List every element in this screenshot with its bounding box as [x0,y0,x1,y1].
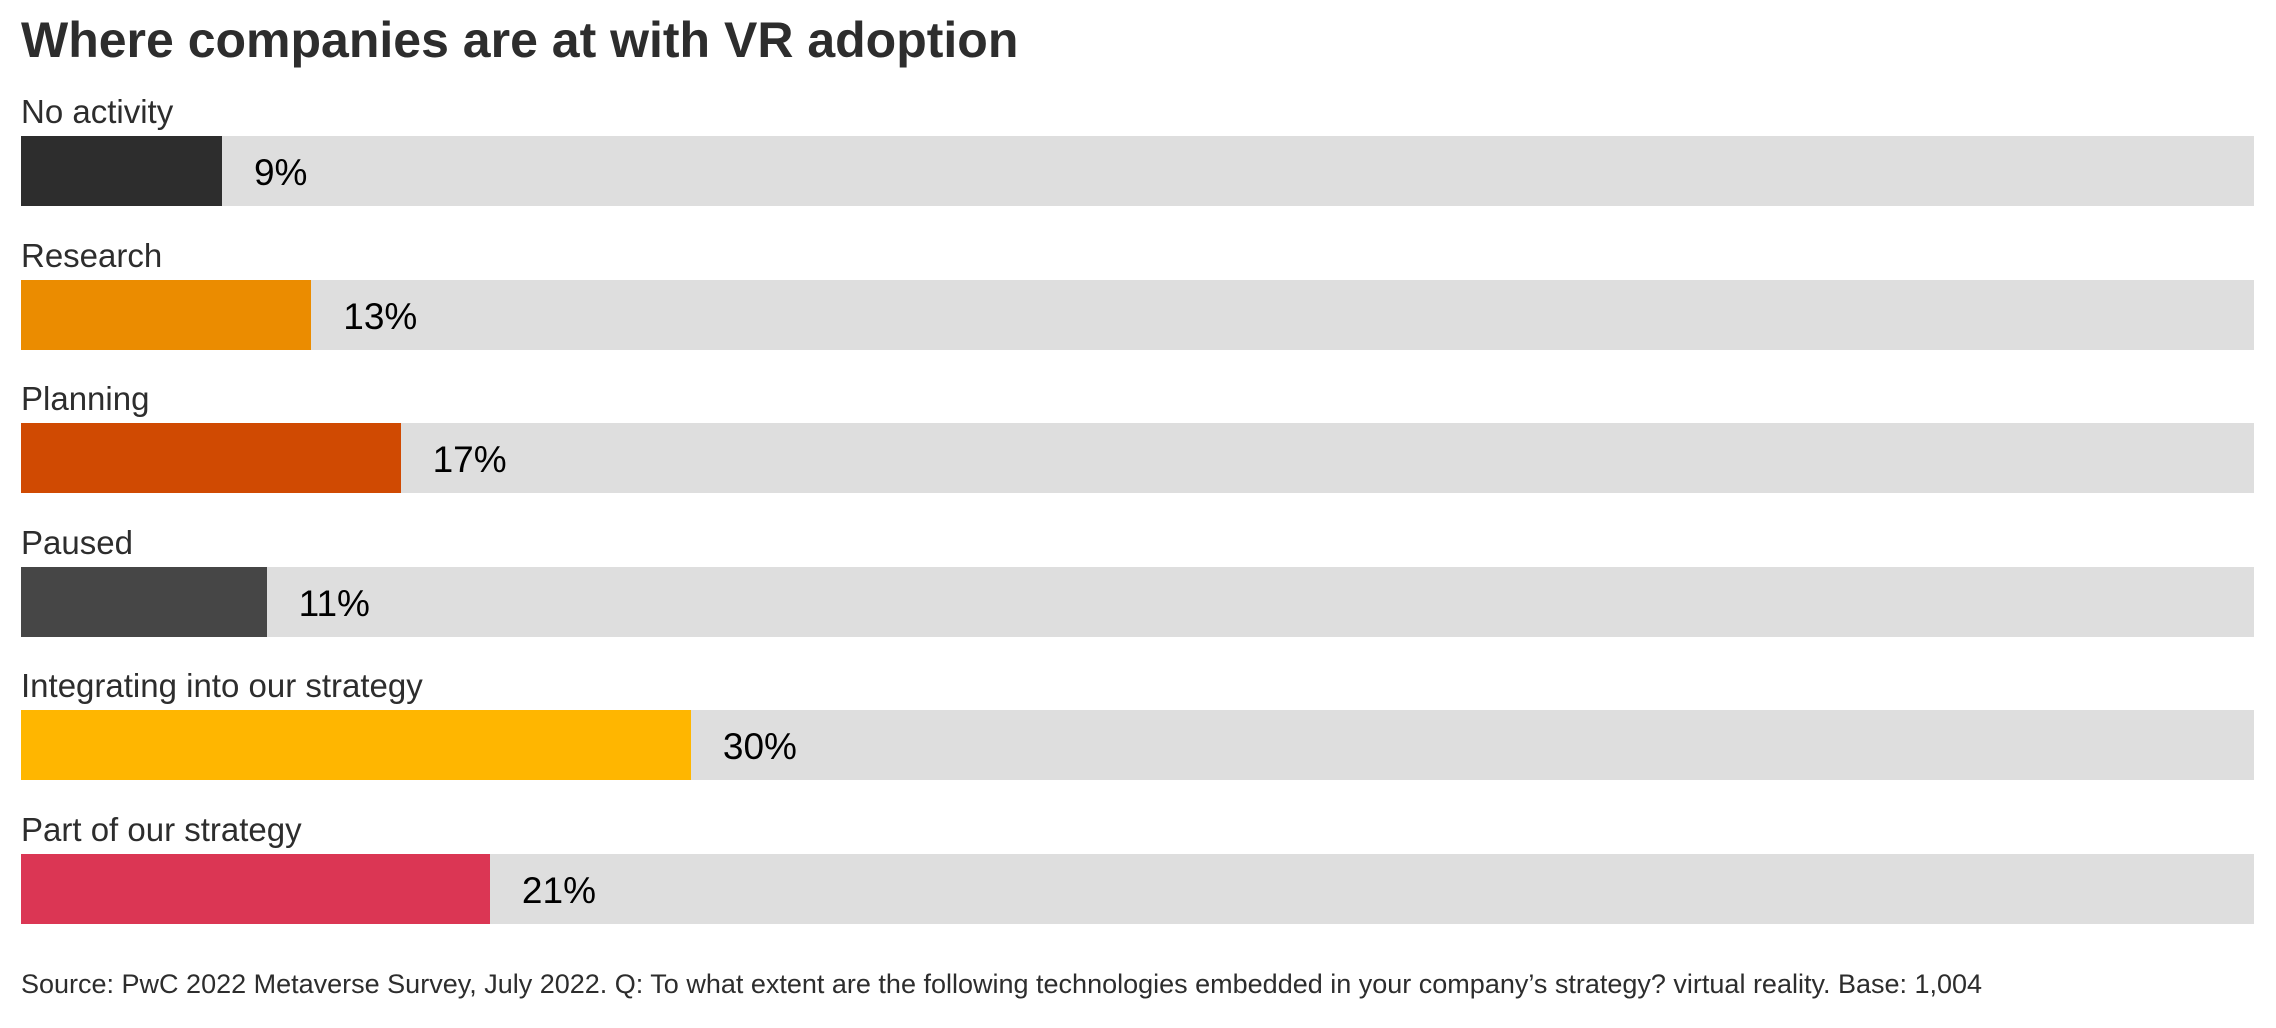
bar-row: Research 13% [21,236,2254,356]
source-note: Source: PwC 2022 Metaverse Survey, July … [21,969,1983,999]
category-label: Planning [21,380,150,417]
bar-row: Integrating into our strategy 30% [21,666,2254,786]
value-label: 11% [298,582,370,624]
bar-row: Paused 11% [21,523,2254,643]
bar [21,423,401,493]
bar [21,853,490,924]
bar-track: 17% [21,423,2254,493]
value-label: 13% [343,295,418,337]
value-label: 21% [521,869,596,911]
bar-track: 30% [21,710,2254,780]
category-label: No activity [21,93,174,130]
bar [21,566,267,637]
category-label: Paused [21,523,133,561]
category-label: Integrating into our strategy [21,667,423,704]
bar-row: Part of our strategy 21% [21,810,2254,930]
category-label: Research [21,236,163,274]
bar [21,710,691,780]
bar-track: 11% [21,566,2254,637]
bar-track: 21% [21,853,2254,924]
bar [21,136,222,206]
value-label: 17% [432,439,507,480]
bar [21,279,312,350]
category-label: Part of our strategy [21,810,302,848]
value-label: 30% [722,726,797,767]
bar-row: No activity 9% [21,92,2254,212]
bar-track: 13% [21,279,2254,350]
bar-track: 9% [21,136,2254,206]
value-label: 9% [253,152,308,193]
chart-title: Where companies are at with VR adoption [21,12,1019,68]
bar-row: Planning 17% [21,379,2254,499]
